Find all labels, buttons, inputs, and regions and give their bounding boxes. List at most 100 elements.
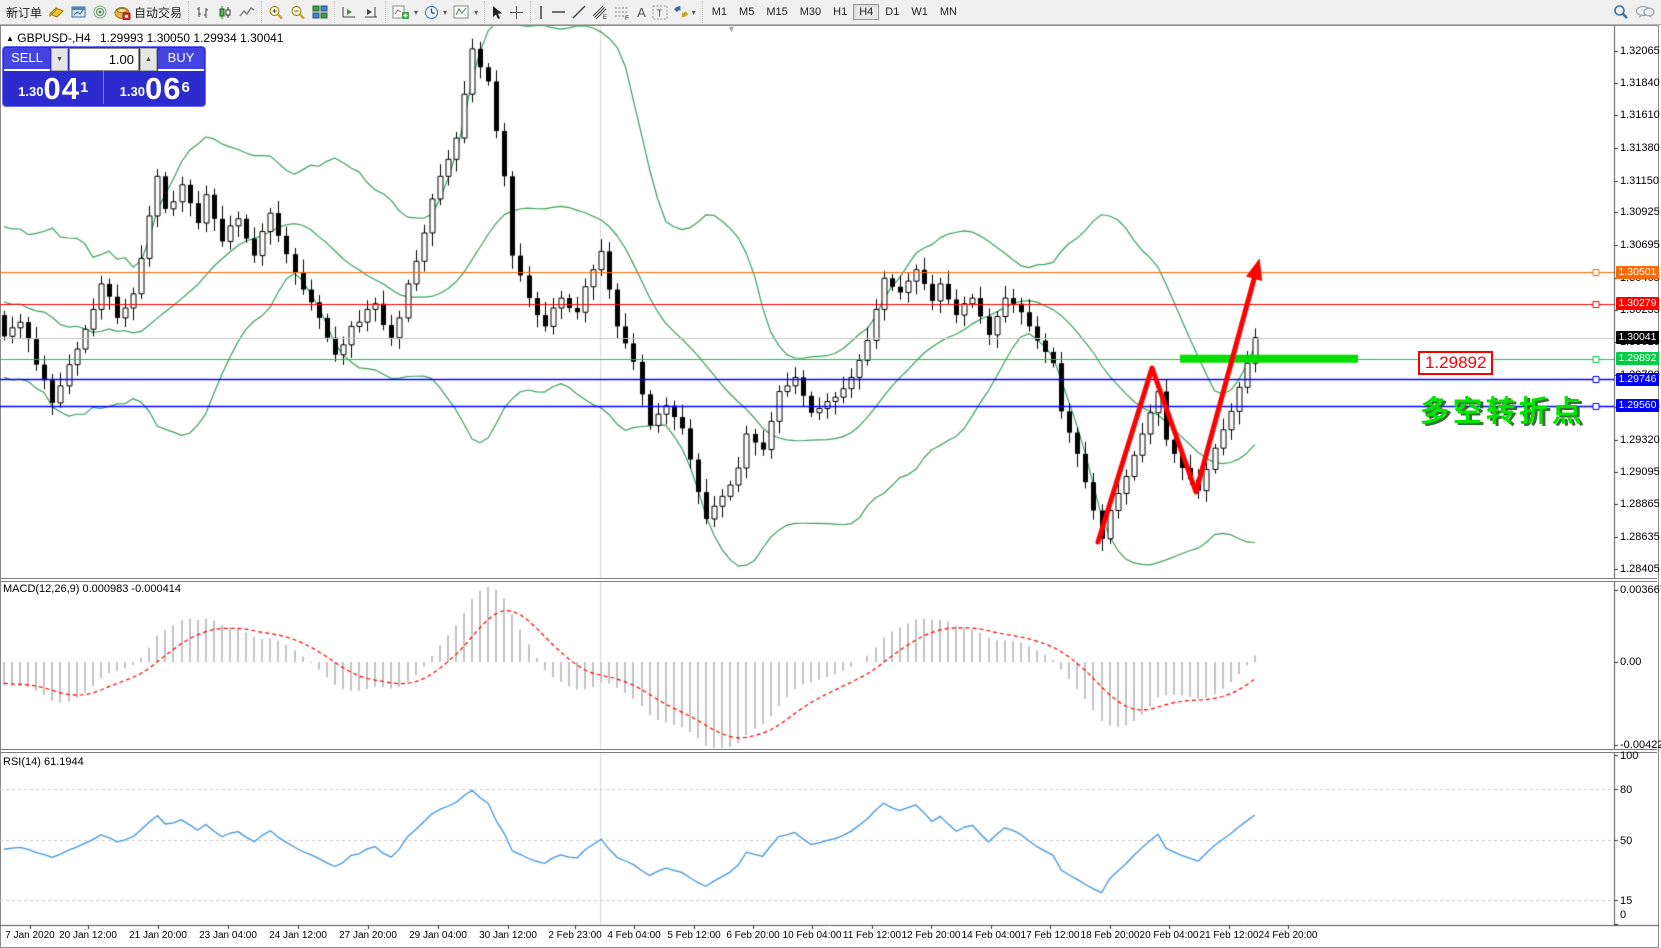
scroll-position-marker-icon: ▼ [727, 24, 736, 34]
time-axis-label: 29 Jan 04:00 [409, 930, 467, 941]
crosshair-tool-button[interactable] [506, 2, 527, 23]
time-axis-label: 5 Feb 12:00 [667, 930, 721, 941]
timeframe-button-mn[interactable]: MN [939, 6, 957, 18]
rsi-axis-tick: 80 [1620, 784, 1633, 796]
timeframe-button-m30[interactable]: M30 [799, 6, 822, 18]
chart-shift-button[interactable] [360, 2, 382, 23]
chart-header: ▲ GBPUSD-,H4 1.29993 1.30050 1.29934 1.3… [6, 31, 283, 45]
text-tool-button[interactable]: A [634, 2, 649, 23]
channel-tool-button[interactable]: E [589, 2, 611, 23]
tile-windows-button[interactable] [309, 2, 331, 23]
book-icon [48, 5, 65, 19]
sell-price-sup: 1 [79, 79, 89, 96]
templates-caret-icon: ▾ [474, 7, 479, 17]
zoom-out-button[interactable] [287, 2, 309, 23]
price-annotation-box[interactable]: 1.29892 [1418, 351, 1494, 375]
new-order-button[interactable]: 新订单 [3, 2, 45, 23]
horizontal-line-icon [551, 8, 566, 16]
main-toolbar: 新订单 自动交易 [0, 0, 1661, 25]
fibonacci-icon: F [614, 5, 631, 20]
buy-price[interactable]: 1.30 06 6 [106, 71, 205, 104]
buy-button[interactable]: BUY [158, 48, 204, 71]
add-indicator-icon [392, 5, 410, 20]
buy-price-prefix: 1.30 [119, 84, 145, 99]
bar-chart-mode-button[interactable] [192, 2, 214, 23]
volume-decrease-button[interactable]: ▼ [51, 48, 68, 71]
arrows-icon [673, 5, 688, 19]
one-click-trading-panel: SELL ▼ ▲ BUY 1.30 04 1 1.30 06 6 [2, 46, 206, 107]
time-axis-label: 17 Feb 12:00 [1020, 930, 1080, 941]
price-axis-tick: 1.28865 [1620, 498, 1660, 511]
label-tool-icon: T [652, 5, 668, 20]
chinese-note-text[interactable]: 多空转折点 [1420, 396, 1586, 428]
signals-button[interactable] [90, 2, 111, 23]
bar-chart-icon [195, 5, 211, 19]
periods-button[interactable]: ▾ [421, 2, 450, 23]
price-axis-tick: 1.29095 [1620, 465, 1660, 478]
template-icon [453, 5, 470, 19]
time-axis-label: 30 Jan 12:00 [479, 930, 537, 941]
timeframe-button-m1[interactable]: M1 [711, 6, 728, 18]
cursor-tool-button[interactable] [488, 2, 506, 23]
rsi-axis-tick: 100 [1620, 750, 1639, 762]
arrows-tool-button[interactable]: ▾ [671, 2, 699, 23]
symbol-arrow-icon: ▲ [6, 34, 14, 43]
auto-scroll-button[interactable] [338, 2, 360, 23]
price-line-chip: 1.29746 [1616, 372, 1659, 386]
trendline-tool-button[interactable] [569, 2, 589, 23]
time-axis-label: 21 Feb 12:00 [1199, 930, 1259, 941]
market-watch-button[interactable] [68, 2, 90, 23]
chart-ohlc-values: 1.29993 1.30050 1.29934 1.30041 [99, 31, 284, 45]
volume-increase-button[interactable]: ▲ [140, 48, 157, 71]
text-tool-icon: A [637, 4, 646, 20]
channel-icon: E [592, 5, 608, 20]
search-button[interactable] [1610, 2, 1632, 23]
clock-icon [424, 5, 439, 20]
chat-icon [1635, 4, 1655, 20]
time-axis-label: 2 Feb 23:00 [548, 930, 602, 941]
svg-text:E: E [603, 15, 607, 20]
chart-symbol-period: GBPUSD-,H4 [17, 31, 91, 45]
add-indicator-caret-icon: ▾ [414, 7, 419, 17]
timeframe-group: M1 M5 M15 M30 H1 H4 D1 W1 MN [701, 1, 966, 23]
time-axis-label: 10 Feb 04:00 [782, 930, 842, 941]
timeframe-button-h1[interactable]: H1 [833, 6, 848, 18]
sell-price[interactable]: 1.30 04 1 [4, 71, 103, 104]
timeframe-button-d1[interactable]: D1 [885, 6, 900, 18]
rsi-axis-tick: 50 [1620, 835, 1633, 847]
templates-button[interactable]: ▾ [450, 2, 481, 23]
time-axis-label: 21 Jan 20:00 [129, 930, 187, 941]
sell-price-big: 04 [43, 71, 80, 106]
chat-button[interactable] [1632, 2, 1658, 23]
buy-price-big: 06 [144, 71, 182, 106]
timeframe-button-m5[interactable]: M5 [739, 6, 755, 18]
history-center-button[interactable] [45, 2, 68, 23]
time-axis-label: 24 Jan 12:00 [269, 930, 327, 941]
horizontal-line-tool-button[interactable] [548, 2, 569, 23]
pane-separator-macd[interactable] [1, 578, 1657, 582]
auto-trading-button[interactable]: 自动交易 [111, 2, 185, 23]
line-chart-icon [239, 5, 255, 19]
label-tool-button[interactable]: T [649, 2, 671, 23]
zoom-in-button[interactable] [265, 2, 287, 23]
periods-caret-icon: ▾ [443, 7, 448, 17]
volume-input[interactable] [69, 48, 139, 71]
price-line-chip: 1.29892 [1616, 352, 1659, 366]
candlestick-mode-button[interactable] [214, 2, 236, 23]
sell-button[interactable]: SELL [4, 48, 50, 71]
line-chart-mode-button[interactable] [236, 2, 258, 23]
vertical-line-tool-button[interactable] [534, 2, 548, 23]
fibonacci-tool-button[interactable]: F [611, 2, 634, 23]
price-axis-tick: 1.32065 [1620, 45, 1660, 57]
buy-price-sup: 6 [181, 79, 190, 96]
rsi-axis-tick: 15 [1620, 894, 1633, 907]
chart-shift-icon [363, 5, 379, 19]
rsi-label: RSI(14) 61.1944 [3, 756, 84, 768]
timeframe-button-w1[interactable]: W1 [911, 6, 928, 18]
add-indicator-button[interactable]: ▾ [389, 2, 421, 23]
timeframe-button-h4[interactable]: H4 [853, 4, 880, 20]
timeframe-button-m15[interactable]: M15 [766, 6, 788, 18]
pane-separator-rsi[interactable] [1, 749, 1657, 753]
price-axis-tick: 1.31150 [1620, 174, 1659, 187]
